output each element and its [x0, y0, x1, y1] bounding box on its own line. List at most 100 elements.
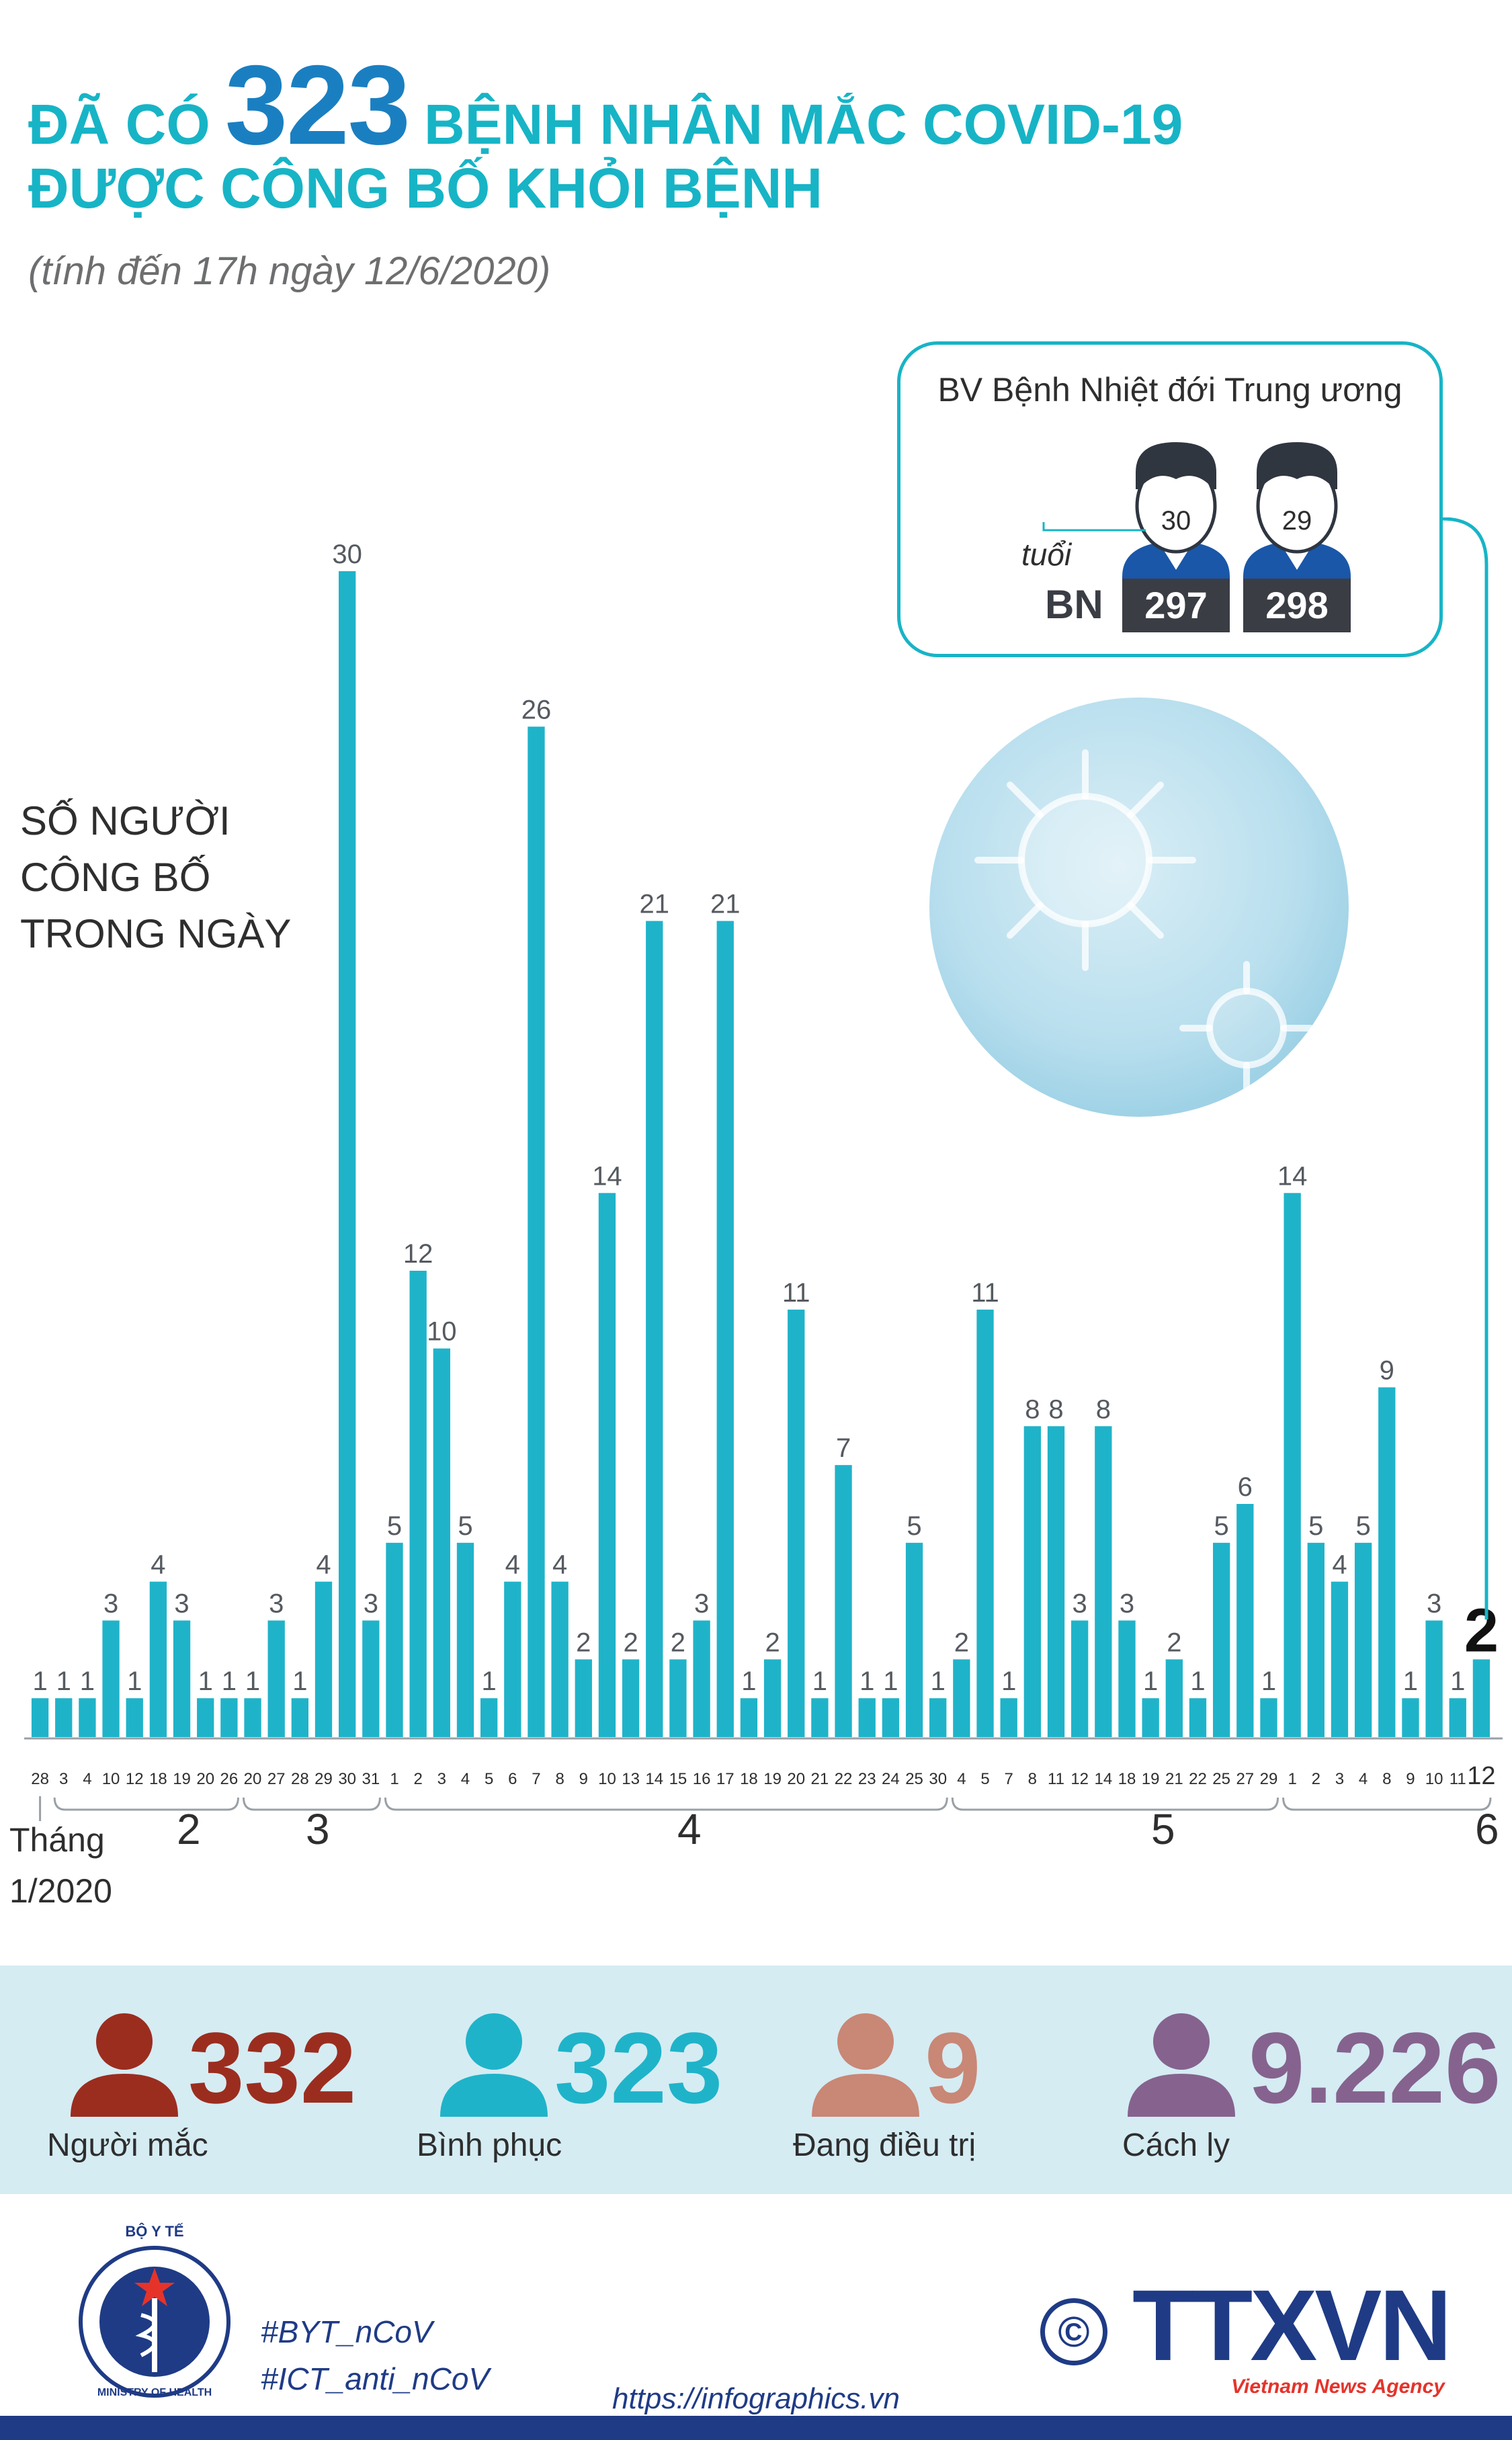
footer-bar — [0, 2416, 1512, 2440]
x-tick-label: 20 — [196, 1770, 214, 1788]
title-prefix: ĐÃ CÓ — [28, 93, 210, 156]
copyright-icon: © — [1040, 2298, 1107, 2365]
bar-value-label: 14 — [1277, 1161, 1308, 1191]
bar — [669, 1659, 687, 1737]
x-tick-label: 30 — [929, 1770, 947, 1788]
x-tick-label: 4 — [1359, 1770, 1368, 1788]
bn-label: BN — [1045, 582, 1103, 627]
bar — [55, 1698, 73, 1737]
bar-value-label: 3 — [1073, 1589, 1087, 1619]
bar-value-label: 7 — [836, 1433, 851, 1463]
bar-value-label: 1 — [1001, 1667, 1016, 1696]
month-label-first: Tháng 1/2020 — [9, 1821, 112, 1910]
x-tick-label: 4 — [83, 1770, 91, 1788]
x-tick-label: 6 — [508, 1770, 517, 1788]
bar — [267, 1620, 285, 1737]
bar-value-label: 3 — [103, 1589, 118, 1619]
bar-value-label: 11 — [971, 1278, 999, 1308]
bar — [456, 1542, 474, 1737]
x-tick-label: 20 — [787, 1770, 805, 1788]
bar — [386, 1542, 403, 1737]
x-tick-label: 19 — [763, 1770, 782, 1788]
bar — [1095, 1426, 1112, 1737]
bar — [291, 1698, 309, 1737]
x-tick-label: 4 — [461, 1770, 470, 1788]
bar — [1354, 1542, 1372, 1737]
bar — [740, 1698, 758, 1737]
bar-value-label: 2 — [576, 1628, 591, 1657]
x-tick-label: 23 — [858, 1770, 876, 1788]
x-tick-label: 12 — [1467, 1762, 1495, 1790]
title-line-1: ĐÃ CÓ 323 BỆNH NHÂN MẮC COVID-19 — [28, 40, 1183, 168]
bar — [788, 1309, 805, 1737]
bar-value-label: 21 — [640, 890, 670, 919]
stat-recovered: 323 Bình phục — [417, 1966, 766, 2194]
person-icon — [812, 2013, 919, 2117]
stat-label: Bình phục — [417, 2128, 562, 2163]
bar — [1236, 1504, 1254, 1737]
footer-hashtags: #BYT_nCoV #ICT_anti_nCoV — [261, 2308, 489, 2402]
x-tick-label: 10 — [1425, 1770, 1443, 1788]
x-tick-label: 17 — [716, 1770, 734, 1788]
age-pointer-icon — [1042, 522, 1146, 532]
stat-value: 323 — [554, 2011, 723, 2124]
month-label: 5 — [1151, 1805, 1175, 1853]
x-tick-label: 4 — [957, 1770, 966, 1788]
y-axis-label: SỐ NGƯỜI CÔNG BỐ TRONG NGÀY — [20, 798, 292, 956]
x-tick-label: 27 — [267, 1770, 286, 1788]
bar-value-label: 5 — [907, 1511, 921, 1541]
ministry-of-health-logo — [79, 2246, 230, 2398]
bar — [1307, 1542, 1325, 1737]
x-tick-label: 31 — [362, 1770, 380, 1788]
bar — [1284, 1193, 1301, 1737]
bar — [1189, 1698, 1207, 1737]
x-tick-label: 8 — [555, 1770, 564, 1788]
x-tick-label: 2 — [1312, 1770, 1320, 1788]
bar — [1023, 1426, 1042, 1737]
bar-value-label: 2 — [954, 1628, 969, 1657]
bar-value-label: 2 — [623, 1628, 638, 1657]
bar-value-label: 3 — [694, 1589, 709, 1619]
ttxvn-agency: Vietnam News Agency — [1231, 2375, 1445, 2398]
x-tick-label: 10 — [102, 1770, 120, 1788]
bar — [1212, 1542, 1230, 1737]
bar-value-label: 4 — [151, 1550, 165, 1580]
x-tick-label: 3 — [437, 1770, 446, 1788]
bar-value-label: 5 — [1214, 1511, 1229, 1541]
subtitle: (tính đến 17h ngày 12/6/2020) — [28, 249, 551, 293]
bar — [1472, 1659, 1490, 1737]
bar — [1118, 1620, 1136, 1737]
bar-chart: 1281314310112418319120126120327128429303… — [24, 540, 1503, 1821]
x-tick-label: 18 — [740, 1770, 758, 1788]
bar-value-label: 1 — [222, 1667, 237, 1696]
bar — [1331, 1581, 1349, 1737]
bar — [1000, 1698, 1017, 1737]
hospital-callout: BV Bệnh Nhiệt đới Trung ương 30 297 29 2… — [897, 341, 1443, 657]
bar-value-label: 10 — [427, 1317, 457, 1347]
bar-value-label: 1 — [245, 1667, 260, 1696]
x-tick-label: 1 — [1288, 1770, 1296, 1788]
bar-value-label: 5 — [1308, 1511, 1323, 1541]
person-icon — [440, 2013, 548, 2117]
bar-value-label: 14 — [592, 1161, 622, 1191]
stat-treating: 9 Đang điều trị — [793, 1966, 1095, 2194]
month-bracket — [951, 1797, 1279, 1811]
x-tick-label: 8 — [1028, 1770, 1037, 1788]
bar-value-label: 3 — [174, 1589, 189, 1619]
x-tick-label: 2 — [413, 1770, 422, 1788]
x-tick-label: 25 — [905, 1770, 923, 1788]
bar-value-label: 1 — [80, 1667, 95, 1696]
month-label: 3 — [306, 1805, 330, 1853]
ttxvn-logo: TTXVN Vietnam News Agency — [1132, 2275, 1452, 2402]
moh-top-text: BỘ Y TẾ — [125, 2223, 184, 2240]
bar-value-label: 3 — [1120, 1589, 1134, 1619]
bar-value-label: 1 — [1450, 1667, 1465, 1696]
x-tick-label: 26 — [220, 1770, 239, 1788]
title-highlight-number: 323 — [224, 42, 411, 168]
footer-url[interactable]: https://infographics.vn — [612, 2382, 900, 2415]
bar-value-label: 26 — [521, 695, 552, 724]
month-bracket — [384, 1797, 948, 1811]
bar — [339, 571, 356, 1737]
bar-value-label: 1 — [883, 1667, 898, 1696]
stat-label: Cách ly — [1122, 2128, 1230, 2163]
